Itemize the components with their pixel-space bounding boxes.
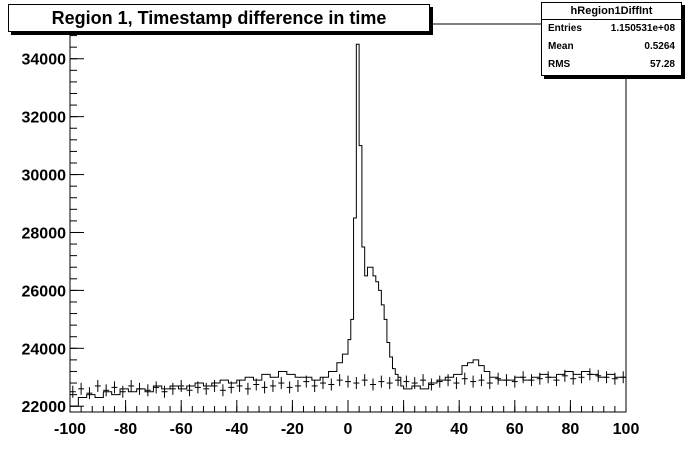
x-tick-label: 0: [344, 421, 353, 438]
x-tick-label: -60: [170, 421, 193, 438]
y-tick-label: 30000: [22, 168, 67, 185]
chart-title-text: Region 1, Timestamp difference in time: [51, 8, 387, 28]
stats-mean-row: Mean 0.5264: [542, 38, 681, 56]
x-tick-label: 40: [450, 421, 468, 438]
stats-rms-row: RMS 57.28: [542, 56, 681, 74]
x-tick-label: -20: [281, 421, 304, 438]
y-tick-label: 32000: [22, 110, 67, 127]
stats-entries-row: Entries 1.150531e+08: [542, 20, 681, 38]
x-tick-label: 100: [613, 421, 640, 438]
x-tick-label: 80: [562, 421, 580, 438]
x-tick-label: -100: [54, 421, 86, 438]
stats-entries-label: Entries: [548, 23, 582, 34]
y-tick-label: 22000: [22, 399, 67, 416]
stats-histogram-name: hRegion1DiffInt: [542, 3, 681, 20]
stats-rms-label: RMS: [548, 59, 571, 70]
stats-box: hRegion1DiffInt Entries 1.150531e+08 Mea…: [541, 2, 682, 76]
stats-mean-value: 0.5264: [644, 41, 675, 52]
y-tick-label: 28000: [22, 225, 67, 242]
stats-entries-value: 1.150531e+08: [610, 23, 675, 34]
y-tick-label: 24000: [22, 341, 67, 358]
chart-title: Region 1, Timestamp difference in time: [8, 4, 430, 32]
y-tick-label: 34000: [22, 52, 67, 69]
x-tick-label: 60: [506, 421, 524, 438]
y-tick-label: 26000: [22, 283, 67, 300]
stats-rms-value: 57.28: [649, 59, 675, 70]
stats-mean-label: Mean: [548, 41, 574, 52]
x-tick-label: -40: [225, 421, 248, 438]
x-tick-label: 20: [395, 421, 413, 438]
x-tick-label: -80: [114, 421, 137, 438]
